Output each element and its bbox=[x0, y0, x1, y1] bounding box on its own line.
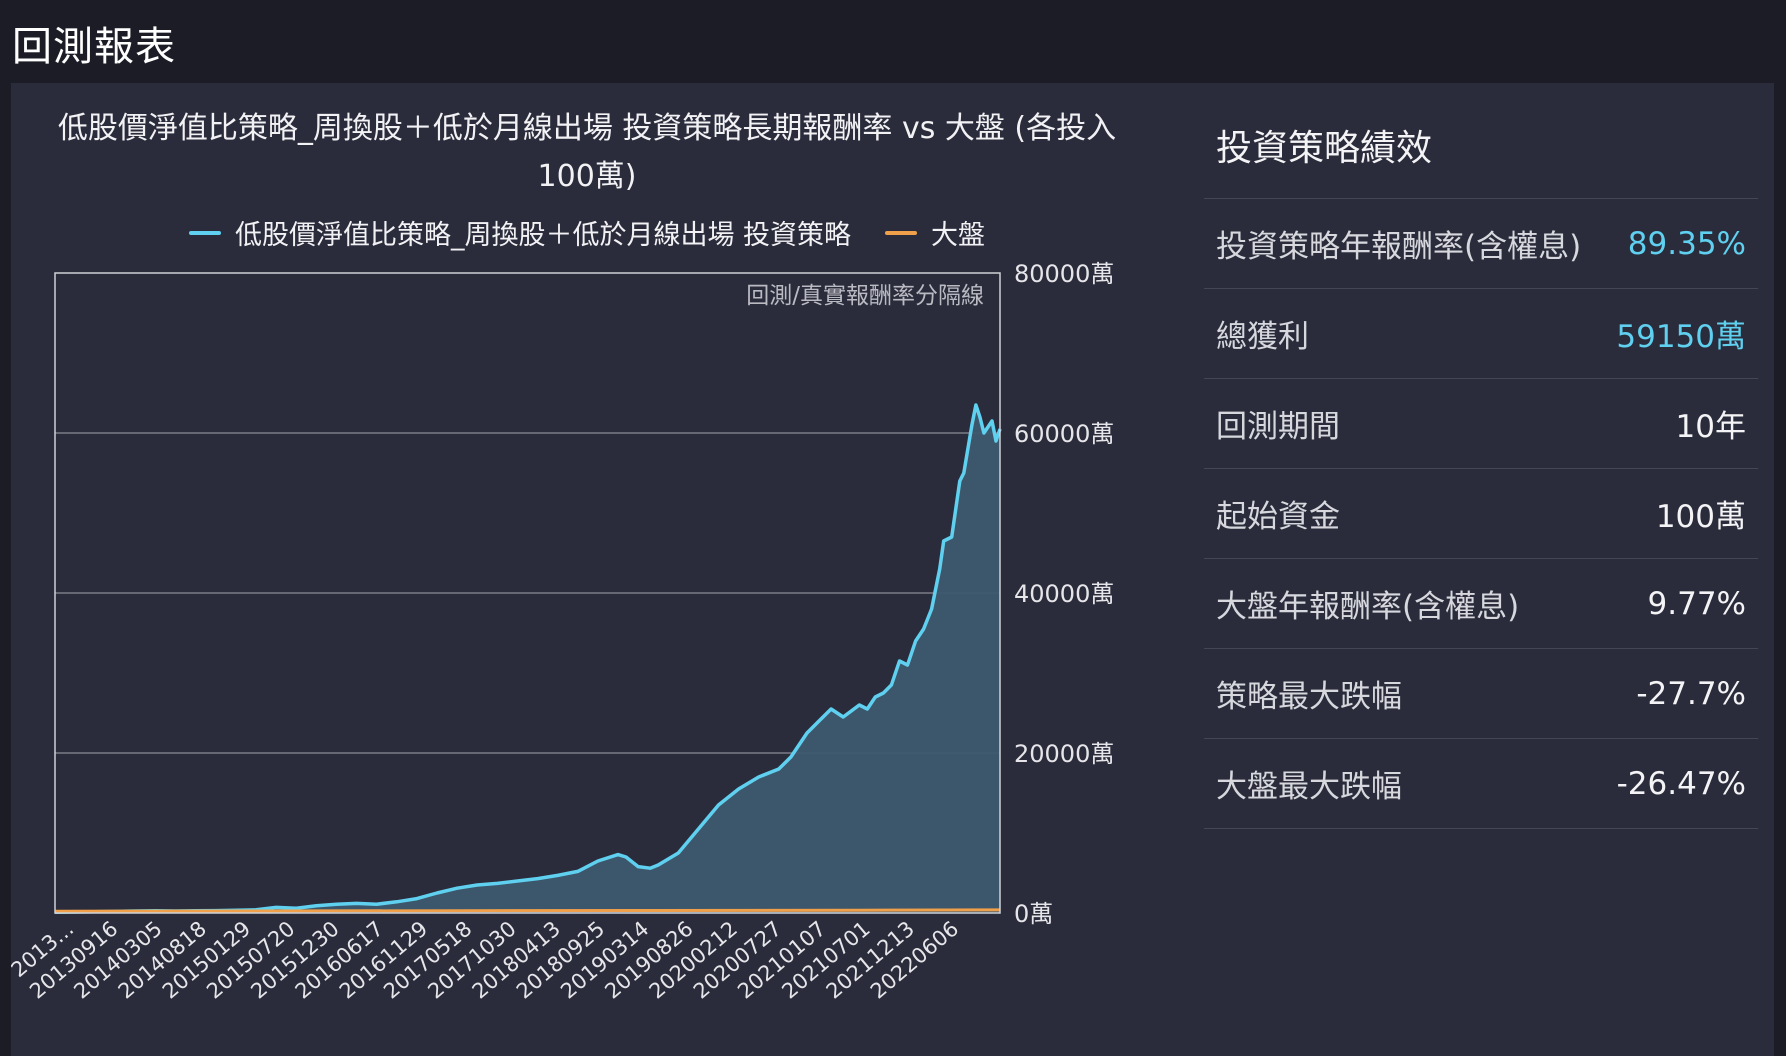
market-series-line bbox=[54, 908, 1001, 913]
strategy-area bbox=[55, 405, 1000, 913]
stat-label: 大盤年報酬率(含權息) bbox=[1216, 589, 1520, 625]
stat-label: 策略最大跌幅 bbox=[1216, 679, 1402, 715]
y-tick-label: 0萬 bbox=[1014, 900, 1053, 928]
legend-swatch-strategy bbox=[188, 230, 221, 235]
y-tick-label: 40000萬 bbox=[1014, 580, 1114, 608]
stat-label: 投資策略年報酬率(含權息) bbox=[1216, 229, 1582, 265]
report-panel: 低股價淨值比策略_周換股＋低於月線出場 投資策略長期報酬率 vs 大盤 (各投入… bbox=[11, 83, 1774, 1056]
plot-frame bbox=[54, 272, 1001, 914]
stat-row: 起始資金 100萬 bbox=[1204, 469, 1758, 559]
stat-row: 大盤年報酬率(含權息) 9.77% bbox=[1204, 559, 1758, 649]
y-tick-label: 80000萬 bbox=[1014, 260, 1114, 288]
stats-title: 投資策略績效 bbox=[1204, 99, 1758, 199]
legend-item-strategy[interactable]: 低股價淨值比策略_周換股＋低於月線出場 投資策略 bbox=[188, 213, 852, 252]
chart-plot: 80000萬60000萬40000萬20000萬0萬回測/真實報酬率分隔線201… bbox=[11, 260, 1114, 1004]
stat-value: 10年 bbox=[1675, 409, 1746, 445]
stat-value: -27.7% bbox=[1636, 675, 1746, 712]
legend-swatch-market bbox=[885, 230, 918, 235]
stat-label: 回測期間 bbox=[1216, 409, 1340, 445]
stat-label: 總獲利 bbox=[1216, 319, 1309, 355]
stat-value: 100萬 bbox=[1655, 499, 1746, 535]
strategy-series-line bbox=[54, 403, 1002, 914]
stat-row: 策略最大跌幅 -27.7% bbox=[1204, 649, 1758, 739]
stat-label: 起始資金 bbox=[1216, 499, 1340, 535]
stat-label: 大盤最大跌幅 bbox=[1216, 769, 1402, 805]
stat-value: 59150萬 bbox=[1616, 319, 1746, 355]
chart-title: 低股價淨值比策略_周換股＋低於月線出場 投資策略長期報酬率 vs 大盤 (各投入… bbox=[57, 111, 1117, 194]
stat-row: 回測期間 10年 bbox=[1204, 379, 1758, 469]
stat-value: 89.35% bbox=[1627, 225, 1746, 262]
stat-row: 總獲利 59150萬 bbox=[1204, 289, 1758, 379]
separator-annotation: 回測/真實報酬率分隔線 bbox=[746, 283, 984, 309]
legend-label-strategy: 低股價淨值比策略_周換股＋低於月線出場 投資策略 bbox=[234, 220, 852, 251]
stat-row: 大盤最大跌幅 -26.47% bbox=[1204, 739, 1758, 829]
stat-value: 9.77% bbox=[1647, 585, 1746, 622]
stats-panel: 投資策略績效 投資策略年報酬率(含權息) 89.35% 總獲利 59150萬回測期間 1… bbox=[1204, 83, 1758, 829]
stat-row: 投資策略年報酬率(含權息) 89.35% bbox=[1204, 199, 1758, 289]
stat-value: -26.47% bbox=[1616, 765, 1746, 802]
stats-list: 投資策略年報酬率(含權息) 89.35% 總獲利 59150萬回測期間 10年起始資金 1… bbox=[1204, 199, 1758, 829]
legend-label-market: 大盤 bbox=[931, 220, 986, 251]
chart-legend: 低股價淨值比策略_周換股＋低於月線出場 投資策略 大盤 bbox=[33, 213, 1141, 252]
y-tick-label: 60000萬 bbox=[1014, 420, 1114, 448]
page-title: 回測報表 bbox=[12, 24, 176, 70]
legend-item-market[interactable]: 大盤 bbox=[885, 213, 985, 252]
y-tick-label: 20000萬 bbox=[1014, 740, 1114, 768]
